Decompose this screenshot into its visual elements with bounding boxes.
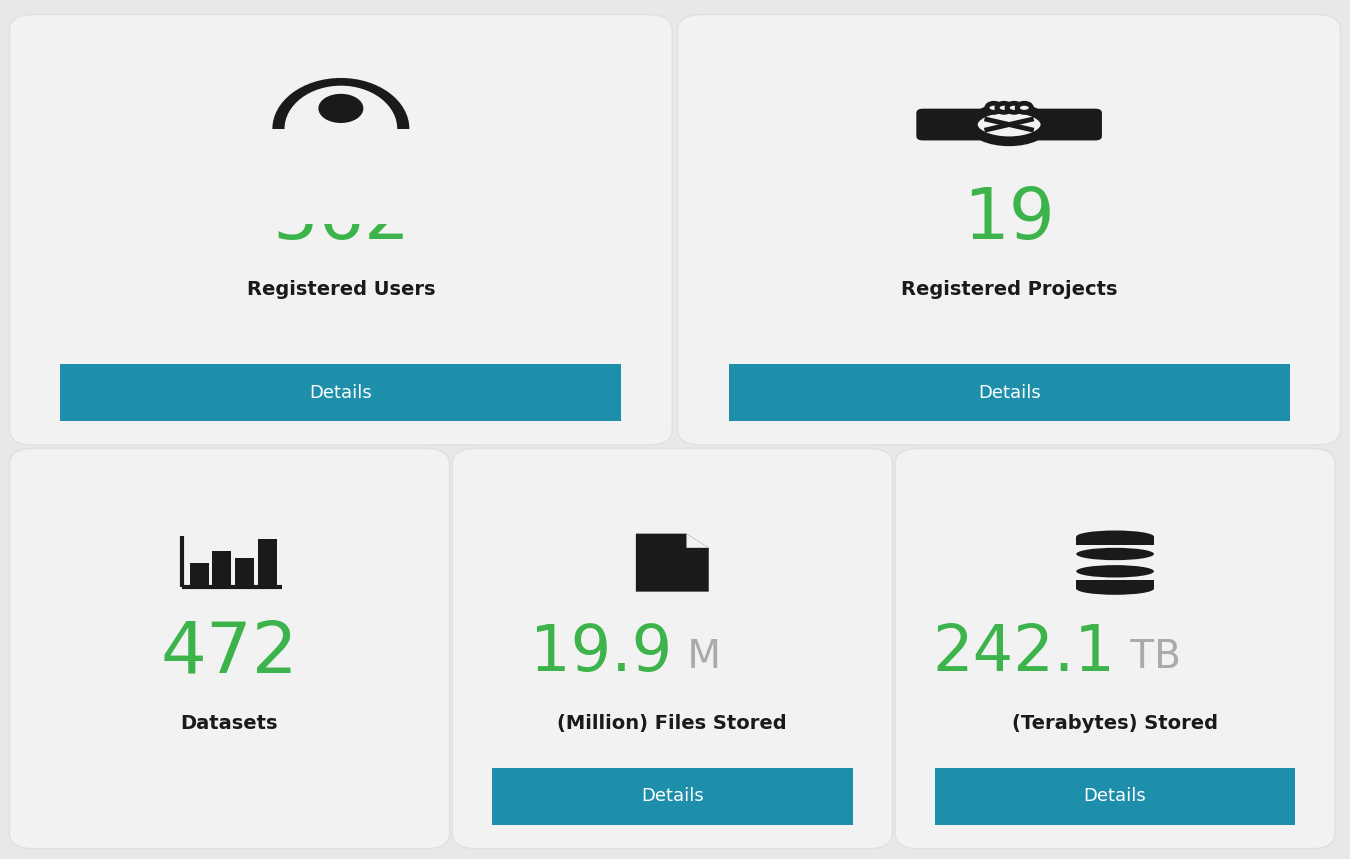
Ellipse shape	[273, 78, 409, 180]
Text: (Terabytes) Stored: (Terabytes) Stored	[1012, 714, 1218, 733]
Text: M: M	[675, 638, 721, 676]
Ellipse shape	[308, 130, 374, 161]
Text: 242.1: 242.1	[933, 622, 1115, 684]
Text: 472: 472	[161, 618, 298, 687]
FancyBboxPatch shape	[678, 15, 1341, 445]
Text: TB: TB	[1118, 638, 1181, 676]
Bar	[258, 539, 277, 587]
Bar	[190, 563, 209, 587]
Ellipse shape	[1076, 565, 1154, 577]
Polygon shape	[636, 533, 709, 592]
Ellipse shape	[1076, 582, 1154, 594]
Text: Datasets: Datasets	[181, 714, 278, 733]
FancyBboxPatch shape	[1033, 108, 1102, 140]
Text: Details: Details	[977, 384, 1041, 401]
FancyBboxPatch shape	[491, 768, 853, 825]
FancyBboxPatch shape	[452, 448, 892, 849]
Text: 562: 562	[271, 185, 410, 253]
Bar	[1075, 545, 1156, 563]
Ellipse shape	[1076, 565, 1154, 577]
Ellipse shape	[1076, 548, 1154, 560]
Text: Details: Details	[309, 384, 373, 401]
Bar	[1085, 117, 1099, 132]
Text: 19: 19	[963, 185, 1056, 253]
Bar	[1075, 563, 1156, 580]
Circle shape	[987, 103, 1002, 113]
Ellipse shape	[972, 107, 1045, 141]
FancyBboxPatch shape	[917, 108, 986, 140]
Bar	[1076, 554, 1154, 571]
Text: 19.9: 19.9	[531, 622, 672, 684]
Text: Details: Details	[641, 788, 703, 805]
FancyBboxPatch shape	[934, 768, 1296, 825]
Bar	[235, 557, 254, 587]
FancyBboxPatch shape	[61, 364, 621, 421]
FancyBboxPatch shape	[9, 15, 672, 445]
Circle shape	[1007, 103, 1022, 113]
Circle shape	[996, 103, 1011, 113]
Ellipse shape	[1076, 548, 1154, 560]
Bar	[1076, 537, 1154, 554]
Text: Registered Projects: Registered Projects	[900, 280, 1118, 299]
Circle shape	[319, 94, 363, 122]
Polygon shape	[687, 533, 709, 548]
FancyBboxPatch shape	[895, 448, 1335, 849]
FancyBboxPatch shape	[729, 364, 1289, 421]
Bar	[1076, 571, 1154, 588]
Text: Details: Details	[1084, 788, 1146, 805]
FancyBboxPatch shape	[9, 448, 450, 849]
Bar	[212, 551, 231, 587]
Bar	[921, 117, 931, 132]
Ellipse shape	[1076, 531, 1154, 543]
Text: Registered Users: Registered Users	[247, 280, 435, 299]
FancyBboxPatch shape	[215, 129, 467, 223]
Ellipse shape	[285, 86, 397, 172]
Text: (Million) Files Stored: (Million) Files Stored	[558, 714, 787, 733]
Circle shape	[1018, 103, 1031, 113]
